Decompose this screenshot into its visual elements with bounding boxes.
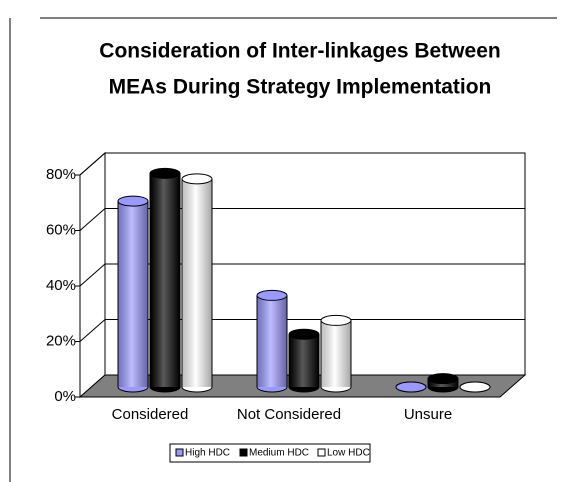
chart-title: Consideration of Inter-linkages Between xyxy=(99,40,500,63)
legend-swatch xyxy=(175,448,184,457)
bar xyxy=(320,314,352,393)
bar-shade xyxy=(289,334,319,387)
bar-top xyxy=(117,195,149,207)
bar xyxy=(288,328,320,393)
bar-top xyxy=(427,373,459,385)
bar-shade xyxy=(182,178,212,387)
legend-label: Medium HDC xyxy=(249,448,309,459)
bar-shade xyxy=(118,201,148,387)
y-tick-label: 0% xyxy=(54,388,76,405)
bar-shade xyxy=(150,173,180,387)
grid-line xyxy=(79,152,106,176)
bar xyxy=(149,167,181,393)
bar-shade xyxy=(321,320,351,387)
grid-line xyxy=(79,319,106,342)
legend-swatch xyxy=(239,448,248,457)
bar-top xyxy=(149,167,181,179)
legend-label: High HDC xyxy=(185,448,230,459)
bar-top xyxy=(320,314,352,326)
bar xyxy=(181,173,213,393)
bar-shade xyxy=(257,295,287,387)
chart-title: MEAs During Strategy Implementation xyxy=(109,76,492,99)
bar xyxy=(427,373,459,393)
bar xyxy=(459,381,491,393)
legend: High HDC Medium HDC Low HDC xyxy=(169,443,371,463)
legend-swatch xyxy=(317,448,326,457)
grid-line xyxy=(79,263,106,287)
x-tick-label: Considered xyxy=(112,406,189,423)
y-tick-label: 20% xyxy=(46,332,76,349)
y-tick-label: 60% xyxy=(46,221,76,238)
grid-line xyxy=(79,208,106,231)
bar xyxy=(395,381,427,393)
bar-top xyxy=(256,289,288,301)
x-tick-label: Unsure xyxy=(404,406,452,423)
y-tick-label: 40% xyxy=(46,277,76,294)
bar-top xyxy=(181,173,213,185)
y-tick-label: 80% xyxy=(46,166,76,183)
bar-top xyxy=(395,381,427,393)
bar xyxy=(256,289,288,393)
x-tick-label: Not Considered xyxy=(237,406,341,423)
bar-top xyxy=(459,381,491,393)
bar-top xyxy=(288,328,320,340)
legend-label: Low HDC xyxy=(327,448,370,459)
bar xyxy=(117,195,149,393)
